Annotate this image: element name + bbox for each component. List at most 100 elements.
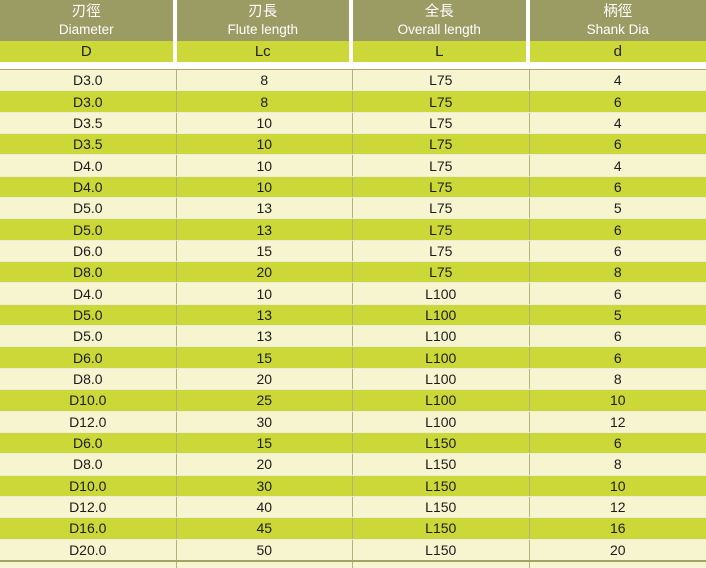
body-bottom-rule bbox=[0, 560, 706, 562]
table-cell-shank-dia: 12 bbox=[529, 496, 706, 518]
table-symbol-row: D Lc L d bbox=[0, 41, 706, 62]
column-header-zh: 柄徑 bbox=[603, 3, 633, 20]
table-cell-diameter: D5.0 bbox=[0, 219, 177, 240]
table-cell-overall-length: L150 bbox=[353, 496, 530, 518]
table-header-row: 刃徑 Diameter 刃長 Flute length 全長 Overall l… bbox=[0, 0, 706, 41]
table-cell-overall-length: L150 bbox=[353, 518, 530, 539]
table-cell-diameter: D5.0 bbox=[0, 198, 177, 219]
symbol-header-l: L bbox=[353, 41, 530, 62]
table-cell-flute-length: 10 bbox=[176, 112, 353, 134]
table-cell-overall-length: L100 bbox=[353, 368, 530, 390]
table-row: D4.0 10 L100 6 bbox=[0, 282, 706, 304]
table-cell-diameter: D8.0 bbox=[0, 454, 177, 475]
table-cell-diameter: D10.0 bbox=[0, 475, 177, 496]
table-row: D3.0 8 L75 4 bbox=[0, 70, 706, 91]
table-row: D6.0 15 L75 6 bbox=[0, 239, 706, 262]
table-cell-diameter: D4.0 bbox=[0, 283, 177, 304]
table-cell-flute-length: 30 bbox=[176, 411, 353, 432]
table-row: D3.0 8 L75 6 bbox=[0, 90, 706, 112]
table-cell-shank-dia: 6 bbox=[529, 91, 706, 112]
table-cell-diameter: D12.0 bbox=[0, 411, 177, 432]
table-cell-overall-length: L100 bbox=[353, 283, 530, 304]
column-header-flute-length: 刃長 Flute length bbox=[176, 0, 353, 41]
table-cell-overall-length: L75 bbox=[353, 134, 530, 155]
table-cell-shank-dia: 4 bbox=[529, 70, 706, 91]
table-row: D20.0 50 L150 20 bbox=[0, 538, 706, 560]
table-cell-diameter: D3.0 bbox=[0, 70, 177, 91]
table-row: D12.0 30 L100 12 bbox=[0, 410, 706, 432]
table-cell-flute-length: 20 bbox=[176, 454, 353, 475]
table-cell bbox=[0, 562, 177, 568]
table-cell-diameter: D3.5 bbox=[0, 112, 177, 134]
table-cell-flute-length: 13 bbox=[176, 198, 353, 219]
table-row: D5.0 13 L75 6 bbox=[0, 218, 706, 240]
table-cell-diameter: D6.0 bbox=[0, 240, 177, 262]
table-cell-flute-length: 50 bbox=[176, 539, 353, 560]
table-cell-overall-length: L100 bbox=[353, 347, 530, 368]
table-cell-overall-length: L75 bbox=[353, 91, 530, 112]
table-cell-shank-dia: 8 bbox=[529, 368, 706, 390]
table-cell-flute-length: 13 bbox=[176, 304, 353, 326]
symbol-header-d: D bbox=[0, 41, 177, 62]
table-cell-flute-length: 8 bbox=[176, 70, 353, 91]
table-cell-shank-dia: 6 bbox=[529, 347, 706, 368]
table-row: D16.0 45 L150 16 bbox=[0, 517, 706, 539]
table-cell-overall-length: L150 bbox=[353, 432, 530, 454]
symbol-header-d2: d bbox=[529, 41, 706, 62]
symbol-header-lc: Lc bbox=[176, 41, 353, 62]
table-cell-shank-dia: 6 bbox=[529, 240, 706, 262]
column-header-diameter: 刃徑 Diameter bbox=[0, 0, 177, 41]
column-header-zh: 全長 bbox=[424, 3, 454, 20]
column-header-zh: 刃徑 bbox=[71, 3, 101, 20]
table-body: D3.0 8 L75 4 D3.0 8 L75 6 D3.5 10 L75 4 … bbox=[0, 70, 706, 560]
table-cell-overall-length: L75 bbox=[353, 198, 530, 219]
table-cell-flute-length: 10 bbox=[176, 283, 353, 304]
table-cell-diameter: D10.0 bbox=[0, 390, 177, 411]
table-cell-shank-dia: 12 bbox=[529, 411, 706, 432]
table-cell-flute-length: 13 bbox=[176, 219, 353, 240]
column-header-en: Overall length bbox=[397, 21, 481, 37]
table-row: D4.0 10 L75 6 bbox=[0, 175, 706, 198]
table-cell-shank-dia: 4 bbox=[529, 112, 706, 134]
table-row: D5.0 13 L100 5 bbox=[0, 303, 706, 326]
table-cell-overall-length: L75 bbox=[353, 176, 530, 198]
table-cell-diameter: D6.0 bbox=[0, 347, 177, 368]
table-cell bbox=[529, 562, 706, 568]
table-row: D6.0 15 L150 6 bbox=[0, 431, 706, 454]
table-cell-shank-dia: 6 bbox=[529, 134, 706, 155]
table-row: D6.0 15 L100 6 bbox=[0, 346, 706, 368]
table-cell-diameter: D16.0 bbox=[0, 518, 177, 539]
table-cell-shank-dia: 8 bbox=[529, 262, 706, 283]
table-row: D8.0 20 L100 8 bbox=[0, 367, 706, 390]
table-cell-diameter: D3.0 bbox=[0, 91, 177, 112]
table-row: D3.5 10 L75 6 bbox=[0, 133, 706, 155]
table-cell-shank-dia: 16 bbox=[529, 518, 706, 539]
table-row: D3.5 10 L75 4 bbox=[0, 111, 706, 134]
table-cell-shank-dia: 5 bbox=[529, 304, 706, 326]
table-cell-shank-dia: 5 bbox=[529, 198, 706, 219]
table-cell-diameter: D6.0 bbox=[0, 432, 177, 454]
column-header-overall-length: 全長 Overall length bbox=[353, 0, 530, 41]
table-cell-shank-dia: 10 bbox=[529, 390, 706, 411]
table-cell-shank-dia: 4 bbox=[529, 155, 706, 176]
table-cell-overall-length: L75 bbox=[353, 70, 530, 91]
table-cell-shank-dia: 8 bbox=[529, 454, 706, 475]
table-row: D8.0 20 L75 8 bbox=[0, 261, 706, 283]
column-header-shank-dia: 柄徑 Shank Dia bbox=[529, 0, 706, 41]
table-row: D10.0 30 L150 10 bbox=[0, 474, 706, 496]
column-header-zh: 刃長 bbox=[248, 3, 278, 20]
table-cell-diameter: D8.0 bbox=[0, 262, 177, 283]
table-cell-diameter: D5.0 bbox=[0, 304, 177, 326]
table-cell-shank-dia: 10 bbox=[529, 475, 706, 496]
table-cell-flute-length: 10 bbox=[176, 176, 353, 198]
table-cell-overall-length: L150 bbox=[353, 454, 530, 475]
table-row: D4.0 10 L75 4 bbox=[0, 154, 706, 176]
header-body-gap bbox=[0, 62, 706, 69]
table-row: D5.0 13 L75 5 bbox=[0, 197, 706, 219]
table-cell-flute-length: 10 bbox=[176, 134, 353, 155]
table-cell-shank-dia: 6 bbox=[529, 219, 706, 240]
table-cell-overall-length: L75 bbox=[353, 155, 530, 176]
table-row: D10.0 25 L100 10 bbox=[0, 389, 706, 411]
table-cell-flute-length: 10 bbox=[176, 155, 353, 176]
